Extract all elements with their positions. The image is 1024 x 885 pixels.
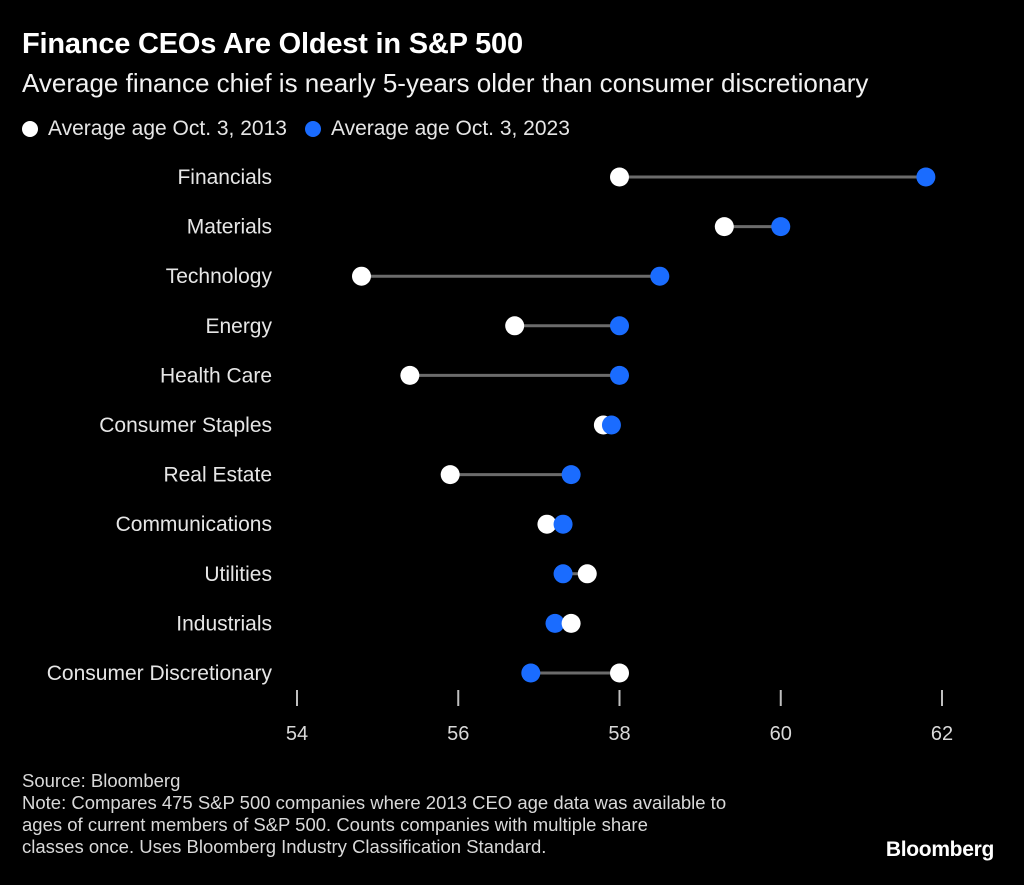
dot-2023-materials	[771, 217, 791, 237]
dot-2023-financials	[916, 167, 936, 187]
chart-subtitle: Average finance chief is nearly 5-years …	[22, 68, 869, 98]
dot-2023-utilities	[553, 564, 573, 584]
x-tick-label-54: 54	[286, 723, 308, 745]
x-tick-label-58: 58	[608, 723, 630, 745]
dot-2023-consumer-discretionary	[521, 663, 541, 683]
dot-2013-technology	[352, 266, 371, 286]
category-label-communications: Communications	[116, 513, 272, 536]
category-label-financials: Financials	[177, 166, 272, 189]
legend: Average age Oct. 3, 2013 Average age Oct…	[22, 117, 588, 141]
dot-2013-energy	[505, 316, 525, 336]
dot-2023-real-estate	[561, 465, 581, 485]
category-label-real-estate: Real Estate	[163, 464, 272, 487]
category-label-utilities: Utilities	[204, 563, 272, 586]
dot-2013-communications	[537, 514, 557, 534]
dot-2013-industrials	[561, 613, 581, 633]
footer-notes: Source: Bloomberg Note: Compares 475 S&P…	[22, 770, 842, 858]
category-label-consumer-discretionary: Consumer Discretionary	[47, 662, 273, 685]
note-line-1: Note: Compares 475 S&P 500 companies whe…	[22, 792, 727, 813]
note-line-2: ages of current members of S&P 500. Coun…	[22, 814, 648, 835]
legend-label-2013: Average age Oct. 3, 2013	[48, 117, 287, 140]
category-label-technology: Technology	[166, 265, 273, 288]
dot-2023-energy	[610, 316, 629, 336]
dot-2023-industrials	[545, 613, 565, 633]
dot-2013-consumer-discretionary	[610, 663, 629, 683]
category-label-consumer-staples: Consumer Staples	[99, 414, 272, 437]
category-label-industrials: Industrials	[176, 612, 272, 635]
x-tick-label-60: 60	[770, 723, 792, 745]
legend-dot-2023	[304, 121, 321, 137]
category-label-materials: Materials	[187, 216, 272, 239]
dot-2023-communications	[553, 514, 573, 534]
legend-item-2013: Average age Oct. 3, 2013	[22, 117, 287, 141]
dot-2013-materials	[714, 217, 734, 237]
dot-2013-real-estate	[440, 465, 460, 485]
dot-2013-health-care	[400, 365, 420, 385]
legend-item-2023: Average age Oct. 3, 2023	[304, 117, 570, 141]
legend-dot-2013	[22, 121, 38, 137]
x-tick-label-56: 56	[447, 723, 469, 745]
category-label-health-care: Health Care	[160, 364, 272, 387]
dot-2023-technology	[650, 266, 670, 286]
dumbbell-chart: Financials Materials Technology Energy Healt…	[47, 166, 953, 745]
dot-2013-utilities	[577, 564, 597, 584]
bloomberg-logo: Bloomberg	[885, 838, 994, 861]
source-line: Source: Bloomberg	[22, 770, 181, 791]
legend-label-2023: Average age Oct. 3, 2023	[330, 117, 570, 140]
note-line-3: classes once. Uses Bloomberg Industry Cl…	[22, 836, 547, 857]
dot-2023-consumer-staples	[601, 415, 621, 435]
chart-title: Finance CEOs Are Oldest in S&P 500	[22, 28, 523, 60]
dot-2013-financials	[610, 167, 629, 187]
x-tick-label-62: 62	[931, 723, 953, 745]
dot-2023-health-care	[610, 365, 629, 385]
category-label-energy: Energy	[205, 315, 272, 338]
